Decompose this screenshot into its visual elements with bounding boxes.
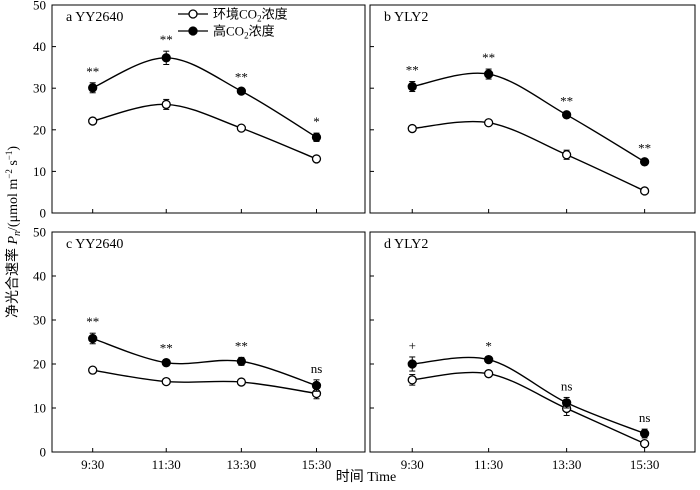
series-line-ambient xyxy=(412,371,645,445)
y-tick-label: 20 xyxy=(33,122,46,137)
panel-d: 9:30 11:30 13:30 15:30 d YLY2 + * ns ns xyxy=(369,231,696,472)
data-point-ambient xyxy=(483,118,494,128)
data-point-elevated xyxy=(88,83,98,93)
x-tick-label: 15:30 xyxy=(630,457,660,472)
significance-label: ns xyxy=(311,361,323,376)
y-axis-title: 净光合速率 Pn/(μmol m−2 s−1) xyxy=(4,146,23,318)
legend-ambient-marker xyxy=(188,9,198,19)
significance-label: ** xyxy=(86,314,99,329)
y-tick-label: 50 xyxy=(33,225,46,240)
x-tick-label: 15:30 xyxy=(302,457,332,472)
legend-item-elevated: 高CO2浓度 xyxy=(178,24,275,41)
significance-label: * xyxy=(313,114,320,129)
data-point-ambient xyxy=(236,123,247,133)
legend-elevated-marker xyxy=(188,26,198,36)
data-point-ambient xyxy=(161,376,171,387)
data-point-elevated xyxy=(311,380,322,391)
panel-label: b YLY2 xyxy=(384,10,428,25)
panel-b: b YLY2 ** ** ** ** xyxy=(369,4,696,214)
data-point-elevated xyxy=(161,53,171,63)
data-point-ambient xyxy=(639,438,650,449)
plot-frame xyxy=(51,231,366,453)
series-line-elevated xyxy=(92,57,317,138)
series-line-ambient xyxy=(92,369,317,395)
significance-label: ns xyxy=(639,410,651,425)
data-point-ambient xyxy=(407,375,417,385)
x-tick-label: 13:30 xyxy=(552,457,582,472)
data-point-elevated xyxy=(236,356,247,367)
significance-label: ** xyxy=(406,63,419,78)
data-point-elevated xyxy=(561,398,572,408)
significance-label: ** xyxy=(160,341,173,356)
significance-label: * xyxy=(485,338,492,353)
y-tick-label: 10 xyxy=(33,401,46,416)
data-point-elevated xyxy=(311,132,322,142)
x-tick-label: 13:30 xyxy=(227,457,257,472)
y-tick-label: 30 xyxy=(33,313,46,328)
significance-label: ** xyxy=(482,50,495,65)
series-line-elevated xyxy=(412,356,645,435)
series-line-elevated xyxy=(412,72,645,163)
series-line-ambient xyxy=(412,120,645,192)
panel-c: 0 10 20 30 40 50 9:30 11:30 13:30 15:30 c YY2640 **… xyxy=(33,225,366,472)
significance-label: ns xyxy=(561,378,573,393)
data-point-ambient xyxy=(236,377,247,387)
data-point-elevated xyxy=(483,354,494,365)
significance-label: ** xyxy=(86,64,99,79)
data-point-elevated xyxy=(639,157,650,167)
x-tick-label: 9:30 xyxy=(81,457,104,472)
significance-label: ** xyxy=(160,32,173,47)
data-point-elevated xyxy=(561,110,572,120)
legend: 环境CO2浓度 高CO2浓度 xyxy=(178,7,288,41)
data-point-elevated xyxy=(407,81,417,92)
data-point-elevated xyxy=(236,86,247,96)
data-point-ambient xyxy=(407,123,417,134)
series-line-ambient xyxy=(92,103,317,160)
y-tick-label: 30 xyxy=(33,81,46,96)
data-point-ambient xyxy=(483,369,494,379)
y-tick-label: 40 xyxy=(33,269,46,284)
y-tick-label: 0 xyxy=(40,445,47,460)
data-point-ambient xyxy=(639,186,650,196)
panel-label: a YY2640 xyxy=(66,10,123,25)
significance-label: ** xyxy=(560,93,573,108)
data-point-ambient xyxy=(88,365,98,375)
data-point-ambient xyxy=(311,154,322,164)
significance-label: ** xyxy=(638,140,651,155)
data-point-elevated xyxy=(88,333,98,344)
data-point-elevated xyxy=(483,69,494,79)
data-point-ambient xyxy=(561,150,572,160)
data-point-ambient xyxy=(88,116,98,126)
y-tick-label: 50 xyxy=(33,0,46,13)
significance-label: ** xyxy=(235,70,248,85)
y-tick-label: 0 xyxy=(40,206,47,221)
legend-ambient-label: 环境CO2浓度 xyxy=(213,7,288,24)
legend-elevated-label: 高CO2浓度 xyxy=(213,24,275,41)
x-axis-title: 时间 Time xyxy=(336,469,397,485)
plot-frame xyxy=(51,4,366,214)
significance-label: ** xyxy=(235,338,248,353)
x-tick-label: 11:30 xyxy=(152,457,181,472)
legend-item-ambient: 环境CO2浓度 xyxy=(178,7,288,24)
y-tick-label: 10 xyxy=(33,164,46,179)
data-point-elevated xyxy=(639,428,650,439)
x-tick-label: 11:30 xyxy=(474,457,503,472)
data-point-elevated xyxy=(161,358,171,368)
panel-label: d YLY2 xyxy=(384,237,428,252)
x-tick-label: 9:30 xyxy=(401,457,424,472)
y-tick-label: 20 xyxy=(33,357,46,372)
panel-label: c YY2640 xyxy=(66,237,123,252)
plot-frame xyxy=(369,231,696,453)
y-tick-label: 40 xyxy=(33,39,46,54)
series-line-elevated xyxy=(92,337,317,387)
data-point-elevated xyxy=(407,359,417,369)
significance-label: + xyxy=(409,338,416,353)
data-point-ambient xyxy=(161,99,171,110)
plot-frame xyxy=(369,4,696,214)
